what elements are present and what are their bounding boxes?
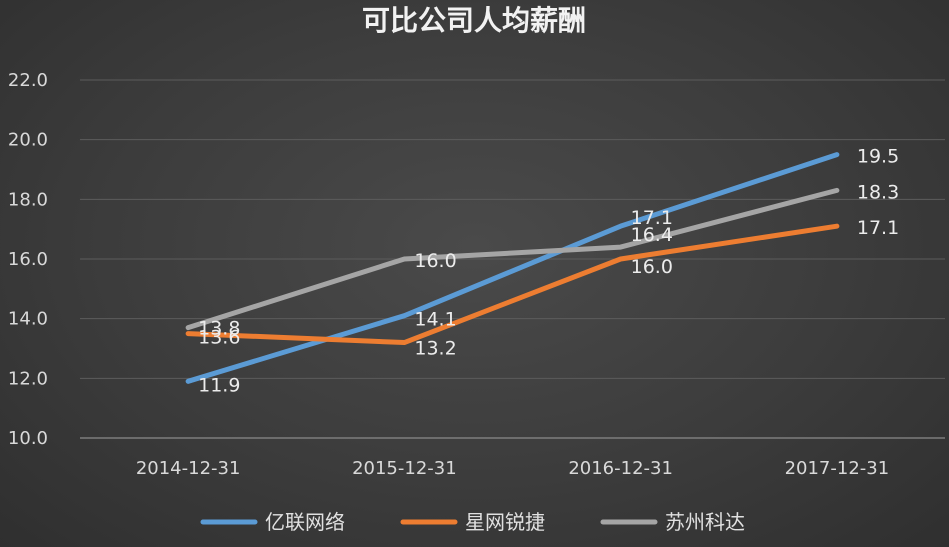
data-label: 13.8 — [198, 318, 240, 340]
y-tick-label: 20.0 — [8, 130, 48, 151]
data-label: 13.6 — [198, 327, 240, 349]
x-tick-labels: 2014-12-31 2015-12-31 2016-12-31 2017-12-31 — [136, 458, 889, 479]
legend-label: 星网锐捷 — [465, 510, 545, 534]
data-label: 11.9 — [198, 374, 240, 396]
data-labels: 11.9 14.1 17.1 19.5 13.6 13.2 16.0 17.1 13.8 16.0… — [198, 146, 899, 397]
legend-item: 星网锐捷 — [400, 510, 545, 534]
x-tick-label: 2017-12-31 — [785, 458, 890, 479]
data-label: 17.1 — [631, 207, 673, 229]
data-label: 17.1 — [857, 217, 899, 239]
series-line-2 — [185, 223, 840, 346]
legend: 亿联网络 星网锐捷 苏州科达 — [200, 510, 745, 534]
series-line-3 — [185, 187, 840, 331]
x-tick-label: 2014-12-31 — [136, 458, 241, 479]
legend-label: 苏州科达 — [665, 510, 745, 534]
series-lines — [185, 152, 840, 384]
y-tick-label: 22.0 — [8, 70, 48, 91]
y-tick-label: 12.0 — [8, 368, 48, 389]
y-tick-label: 18.0 — [8, 189, 48, 210]
legend-item: 亿联网络 — [200, 510, 345, 534]
x-tick-label: 2016-12-31 — [568, 458, 673, 479]
legend-item: 苏州科达 — [600, 510, 745, 534]
x-tick-label: 2015-12-31 — [352, 458, 457, 479]
legend-label: 亿联网络 — [265, 510, 345, 534]
data-label: 16.4 — [631, 224, 673, 246]
y-tick-label: 14.0 — [8, 309, 48, 330]
data-label: 18.3 — [857, 181, 899, 203]
series-line-1 — [185, 152, 840, 384]
y-tick-label: 10.0 — [8, 428, 48, 449]
data-label: 16.0 — [631, 256, 673, 278]
data-label: 19.5 — [857, 146, 899, 168]
data-label: 14.1 — [414, 309, 456, 331]
y-tick-labels: 10.0 12.0 14.0 16.0 18.0 20.0 22.0 — [8, 70, 48, 449]
data-label: 16.0 — [414, 250, 456, 272]
chart-title: 可比公司人均薪酬 — [362, 4, 586, 37]
data-label: 13.2 — [414, 338, 456, 360]
y-tick-label: 16.0 — [8, 249, 48, 270]
